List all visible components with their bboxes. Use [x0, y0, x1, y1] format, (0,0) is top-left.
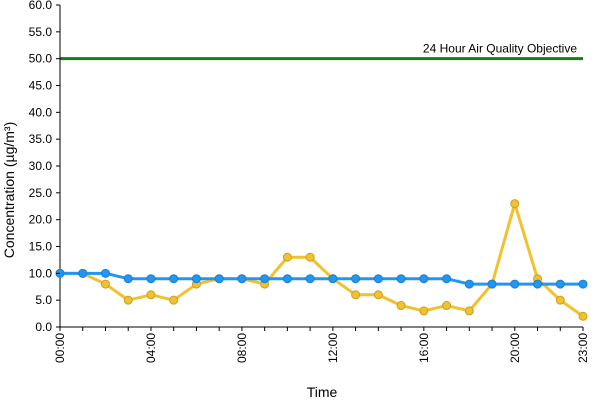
y-tick-label: 5.0 — [35, 293, 52, 307]
data-point — [237, 274, 247, 284]
x-tick-label: 16:00 — [417, 333, 431, 363]
y-tick-label: 15.0 — [29, 240, 53, 254]
y-tick-label: 50.0 — [29, 52, 53, 66]
x-tick-label: 20:00 — [508, 333, 522, 363]
y-tick-label: 40.0 — [29, 105, 53, 119]
x-tick-label-group: 23:00 — [576, 333, 590, 363]
y-tick-label: 30.0 — [29, 159, 53, 173]
x-tick-label: 00:00 — [53, 333, 67, 363]
data-point — [351, 274, 361, 284]
data-point — [351, 290, 361, 300]
data-point — [578, 311, 588, 321]
x-tick-label-group: 00:00 — [53, 333, 67, 363]
data-point — [373, 274, 383, 284]
x-tick-label: 04:00 — [144, 333, 158, 363]
data-point — [578, 279, 588, 289]
objective-label: 24 Hour Air Quality Objective — [423, 42, 577, 56]
x-tick-label: 12:00 — [326, 333, 340, 363]
series-1 — [55, 268, 588, 289]
data-point — [328, 274, 338, 284]
data-point — [373, 290, 383, 300]
data-point — [555, 279, 565, 289]
data-point — [282, 274, 292, 284]
data-point — [282, 252, 292, 262]
data-point — [464, 279, 474, 289]
y-axis-title: Concentration (µg/m³) — [1, 122, 17, 258]
data-point — [146, 290, 156, 300]
data-point — [510, 199, 520, 209]
data-point — [123, 295, 133, 305]
x-tick-label: 08:00 — [235, 333, 249, 363]
data-point — [191, 274, 201, 284]
y-tick-label: 10.0 — [29, 266, 53, 280]
data-point — [464, 306, 474, 316]
data-point — [442, 274, 452, 284]
y-tick-label: 20.0 — [29, 213, 53, 227]
data-point — [487, 279, 497, 289]
series-line — [60, 202, 584, 318]
data-point — [305, 274, 315, 284]
x-tick-label-group: 04:00 — [144, 333, 158, 363]
data-point — [100, 279, 110, 289]
data-point — [123, 274, 133, 284]
data-point — [100, 268, 110, 278]
y-tick-label: 45.0 — [29, 79, 53, 93]
data-point — [419, 306, 429, 316]
x-tick-label: 23:00 — [576, 333, 590, 363]
y-tick-label: 0.0 — [35, 320, 52, 334]
data-point — [533, 279, 543, 289]
series-0 — [55, 199, 588, 321]
x-axis-title: Time — [307, 384, 338, 400]
x-tick-label-group: 12:00 — [326, 333, 340, 363]
data-point — [396, 301, 406, 311]
data-point — [146, 274, 156, 284]
y-tick-label: 35.0 — [29, 132, 53, 146]
data-point — [305, 252, 315, 262]
data-point — [555, 295, 565, 305]
x-tick-label-group: 08:00 — [235, 333, 249, 363]
y-tick-label: 25.0 — [29, 186, 53, 200]
data-point — [169, 295, 179, 305]
x-tick-label-group: 20:00 — [508, 333, 522, 363]
x-tick-label-group: 16:00 — [417, 333, 431, 363]
data-point — [396, 274, 406, 284]
series-line — [60, 271, 583, 286]
data-point — [214, 274, 224, 284]
data-point — [78, 268, 88, 278]
data-point — [169, 274, 179, 284]
data-point — [510, 279, 520, 289]
y-tick-label: 55.0 — [29, 25, 53, 39]
y-tick-label: 60.0 — [29, 0, 53, 12]
data-point — [442, 301, 452, 311]
data-point — [419, 274, 429, 284]
data-point — [260, 274, 270, 284]
